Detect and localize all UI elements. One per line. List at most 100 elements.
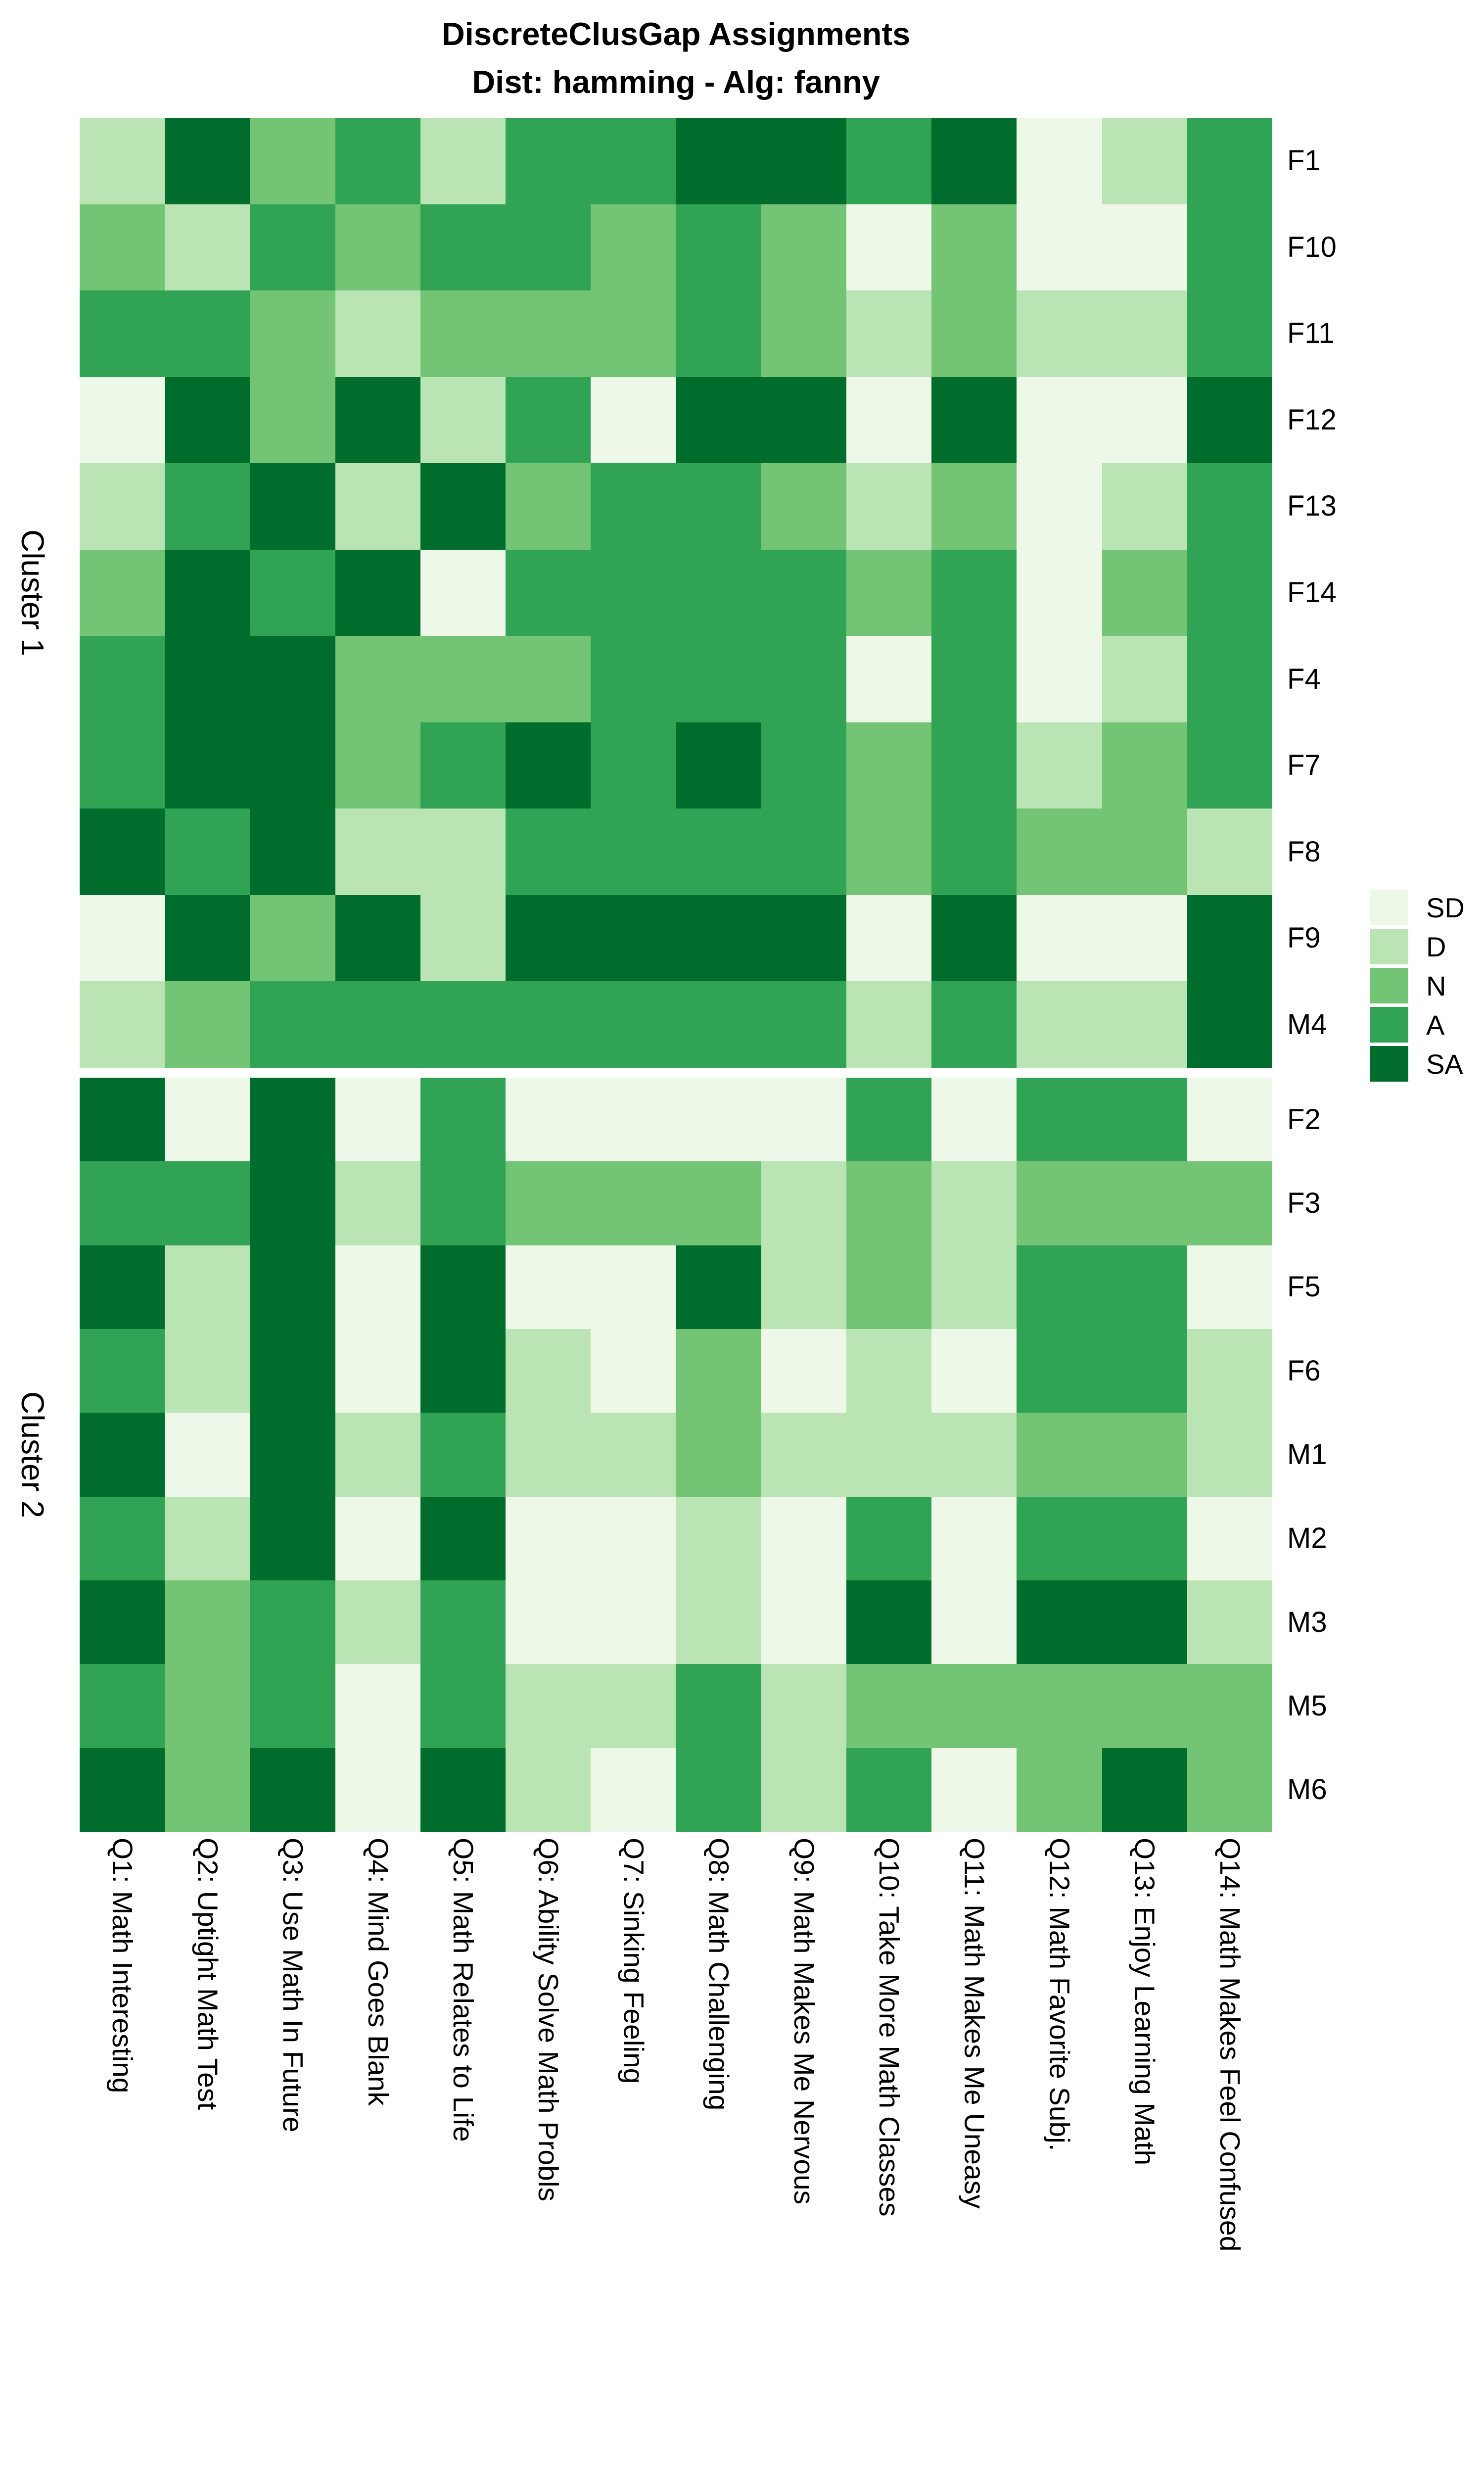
heatmap-cell <box>250 118 335 204</box>
heatmap-cell <box>506 895 591 982</box>
heatmap-cell <box>761 636 846 722</box>
heatmap-cell <box>931 377 1017 464</box>
heatmap-cell <box>335 1664 420 1748</box>
cluster-label-text: Cluster 2 <box>15 1391 50 1519</box>
heatmap-cell <box>761 722 846 809</box>
x-axis-label: Q11: Math Makes Me Uneasy <box>958 1838 990 2209</box>
heatmap-cell <box>335 1496 420 1580</box>
heatmap-cell <box>1017 1329 1102 1413</box>
heatmap-cell <box>420 1161 506 1245</box>
heatmap-cell <box>1102 1580 1187 1665</box>
heatmap-cell <box>1102 377 1187 464</box>
heatmap-cell <box>591 1413 676 1497</box>
heatmap-cell <box>250 722 335 809</box>
heatmap-cell <box>420 290 506 377</box>
heatmap-cell <box>1187 1413 1272 1497</box>
x-axis-label-slot: Q1: Math Interesting <box>80 1838 165 2471</box>
heatmap-cell <box>506 981 591 1068</box>
heatmap-cell <box>506 1664 591 1748</box>
heatmap-cell <box>165 1580 250 1665</box>
heatmap-cell <box>1187 1580 1272 1665</box>
heatmap-cell <box>506 1161 591 1245</box>
heatmap-cluster-grid <box>80 118 1272 1068</box>
heatmap-cell <box>1017 1078 1102 1162</box>
heatmap-cell <box>931 809 1017 895</box>
heatmap-cell <box>1102 1329 1187 1413</box>
heatmap-cell <box>1187 549 1272 636</box>
x-axis-labels: Q1: Math Interesting Q2: Uptight Math Tes… <box>80 1838 1272 2471</box>
heatmap-cell <box>335 1329 420 1413</box>
heatmap-cell <box>80 1580 165 1665</box>
heatmap-cell <box>676 636 761 722</box>
heatmap-cell <box>250 636 335 722</box>
heatmap-cell <box>165 1329 250 1413</box>
heatmap-cell <box>420 1580 506 1665</box>
x-axis-label: Q6: Ability Solve Math Probls <box>532 1838 564 2201</box>
heatmap-cell <box>761 1413 846 1497</box>
heatmap-cell <box>420 1664 506 1748</box>
heatmap-cell <box>1017 981 1102 1068</box>
row-label: F4 <box>1287 663 1321 695</box>
x-axis-label-slot: Q11: Math Makes Me Uneasy <box>931 1838 1017 2471</box>
legend-item: N <box>1370 968 1465 1003</box>
heatmap-cell <box>1187 895 1272 982</box>
heatmap-cell <box>335 722 420 809</box>
legend-swatch <box>1370 1046 1408 1082</box>
row-label: F11 <box>1287 317 1335 350</box>
heatmap-cell <box>931 895 1017 982</box>
heatmap-cell <box>676 1664 761 1748</box>
heatmap-cell <box>80 1664 165 1748</box>
heatmap-cell <box>506 1245 591 1329</box>
heatmap-cell <box>1102 981 1187 1068</box>
heatmap-cell <box>846 981 932 1068</box>
heatmap-cluster-grid <box>80 1078 1272 1832</box>
x-axis-label-slot: Q8: Math Challenging <box>676 1838 761 2471</box>
heatmap-cell <box>591 377 676 464</box>
heatmap-cell <box>761 1580 846 1665</box>
heatmap-cell <box>761 1496 846 1580</box>
heatmap-cell <box>420 1245 506 1329</box>
heatmap-cell <box>335 1245 420 1329</box>
heatmap-cell <box>165 204 250 291</box>
heatmap-cell <box>846 1245 932 1329</box>
heatmap-cell <box>1102 1748 1187 1832</box>
heatmap-cell <box>591 1664 676 1748</box>
heatmap-cell <box>761 895 846 982</box>
heatmap-cell <box>1017 549 1102 636</box>
heatmap-cell <box>335 377 420 464</box>
heatmap-cell <box>931 722 1017 809</box>
heatmap-cell <box>1017 809 1102 895</box>
heatmap-cell <box>1017 377 1102 464</box>
heatmap-cell <box>250 549 335 636</box>
x-axis-label-slot: Q14: Math Makes Feel Confused <box>1187 1838 1272 2471</box>
heatmap-cell <box>1187 118 1272 204</box>
heatmap-cell <box>846 1664 932 1748</box>
row-label: M4 <box>1287 1008 1327 1041</box>
heatmap-cell <box>846 1161 932 1245</box>
heatmap-cell <box>165 549 250 636</box>
heatmap-cell <box>80 895 165 982</box>
heatmap-cell <box>931 1329 1017 1413</box>
heatmap-cell <box>931 1245 1017 1329</box>
x-axis-label: Q9: Math Makes Me Nervous <box>788 1838 820 2205</box>
heatmap-cell <box>1102 1413 1187 1497</box>
heatmap-cell <box>1102 1161 1187 1245</box>
x-axis-label: Q12: Math Favorite Subj. <box>1043 1838 1075 2151</box>
heatmap-cell <box>335 204 420 291</box>
heatmap-cell <box>931 290 1017 377</box>
heatmap-cell <box>846 722 932 809</box>
heatmap-cell <box>420 1413 506 1497</box>
heatmap-cell <box>1187 1161 1272 1245</box>
row-label: F10 <box>1287 231 1337 263</box>
heatmap-cell <box>761 463 846 550</box>
x-axis-label: Q1: Math Interesting <box>106 1838 139 2093</box>
heatmap-cell <box>80 981 165 1068</box>
heatmap-cell <box>676 1413 761 1497</box>
heatmap-cell <box>506 809 591 895</box>
legend-item: SA <box>1370 1046 1465 1082</box>
heatmap-cell <box>165 118 250 204</box>
x-axis-label: Q3: Use Math In Future <box>277 1838 309 2133</box>
heatmap-cell <box>1102 1245 1187 1329</box>
heatmap-cell <box>165 1161 250 1245</box>
x-axis-label-slot: Q13: Enjoy Learning Math <box>1102 1838 1187 2471</box>
